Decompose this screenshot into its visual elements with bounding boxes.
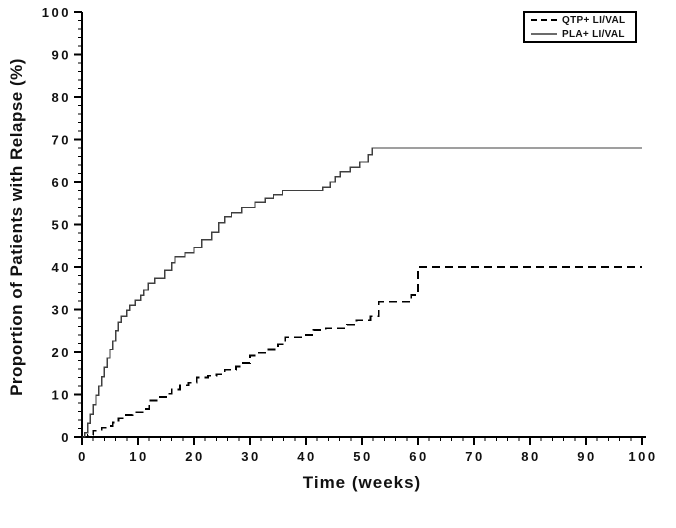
- x-tick-label: 0: [78, 449, 88, 464]
- y-tick-label: 100: [42, 5, 71, 20]
- y-tick-label: 70: [52, 133, 71, 148]
- dashed-line-sample-icon: [531, 19, 557, 21]
- y-tick-label: 90: [52, 48, 71, 63]
- x-tick-label: 50: [353, 449, 372, 464]
- y-tick-label: 50: [52, 218, 71, 233]
- y-tick-label: 60: [52, 175, 71, 190]
- legend-item-pla: PLA+ LI/VAL: [531, 29, 631, 40]
- legend-item-qtp: QTP+ LI/VAL: [531, 15, 631, 26]
- x-tick-label: 100: [628, 449, 657, 464]
- legend: QTP+ LI/VAL PLA+ LI/VAL: [523, 11, 637, 43]
- solid-line-sample-icon: [531, 33, 557, 35]
- y-tick-label: 20: [52, 345, 71, 360]
- x-tick-label: 90: [577, 449, 596, 464]
- x-tick-label: 70: [465, 449, 484, 464]
- legend-label-qtp: QTP+ LI/VAL: [562, 14, 626, 26]
- x-tick-label: 10: [129, 449, 148, 464]
- x-tick-label: 80: [521, 449, 540, 464]
- y-tick-label: 30: [52, 303, 71, 318]
- x-axis-title: Time (weeks): [302, 473, 422, 492]
- y-tick-label: 10: [52, 388, 71, 403]
- y-tick-label: 0: [61, 430, 71, 445]
- y-tick-label: 40: [52, 260, 71, 275]
- series-curve-qtp: [82, 266, 642, 438]
- series-curve-pla: [82, 147, 642, 438]
- y-axis-title: Proportion of Patients with Relapse (%): [7, 58, 26, 396]
- x-tick-label: 40: [297, 449, 316, 464]
- x-tick-label: 20: [185, 449, 204, 464]
- x-tick-label: 30: [241, 449, 260, 464]
- x-tick-label: 60: [409, 449, 428, 464]
- legend-label-pla: PLA+ LI/VAL: [562, 28, 625, 40]
- y-tick-label: 80: [52, 90, 71, 105]
